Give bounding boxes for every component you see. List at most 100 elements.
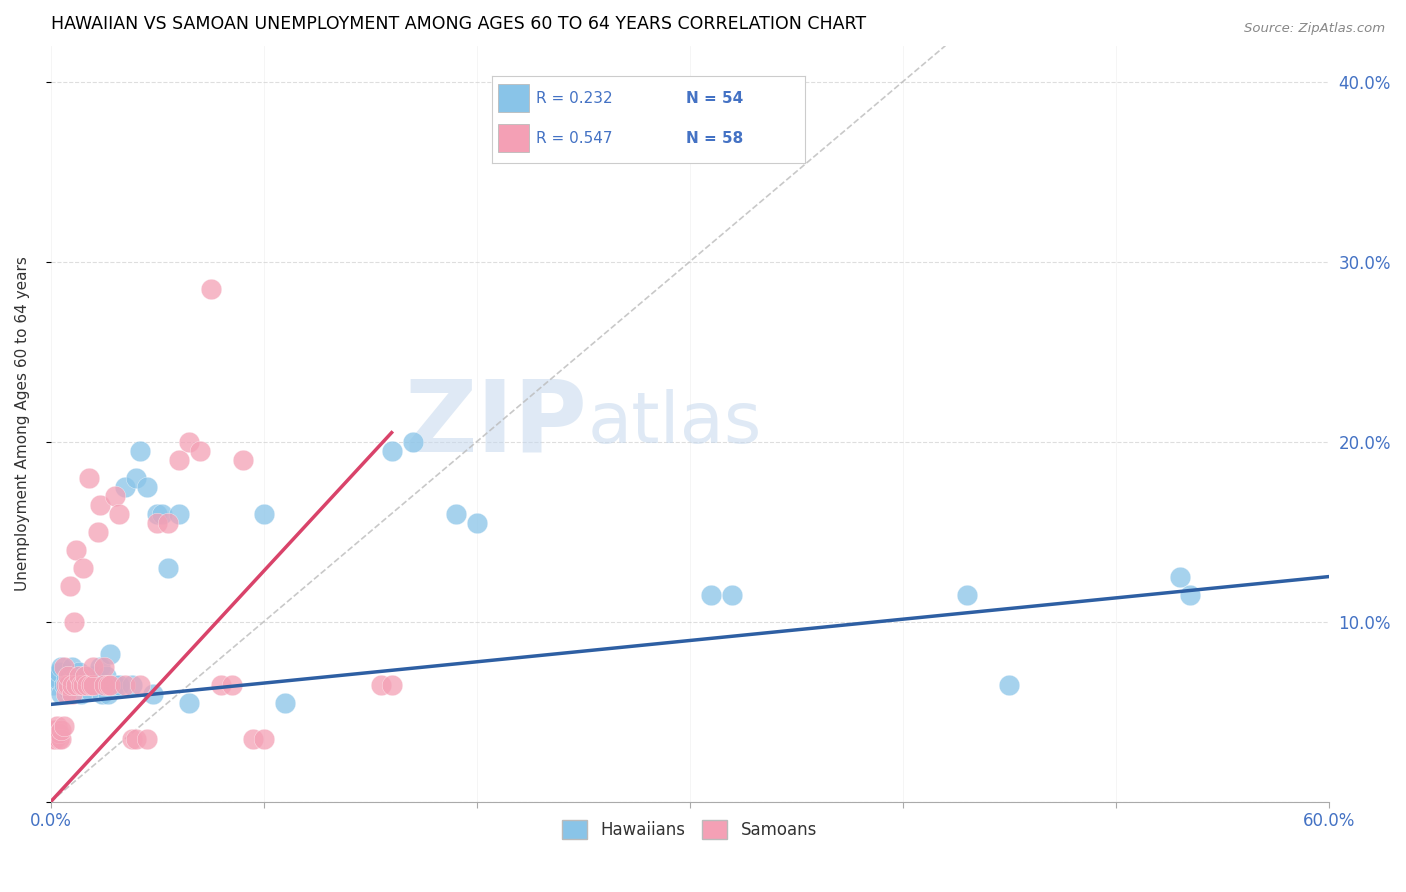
Point [381,443,404,458]
Point [253,731,276,746]
Point [82,677,104,691]
Point [125,731,148,746]
Text: Source: ZipAtlas.com: Source: ZipAtlas.com [1244,22,1385,36]
Point [72,560,94,574]
Legend: Hawaiians, Samoans: Hawaiians, Samoans [555,814,824,847]
Point [48,726,70,740]
Point [48,731,70,746]
Point [76,677,98,691]
Point [55,672,77,686]
Point [69,687,91,701]
Point [84,677,107,691]
Point [114,677,136,691]
Point [80,672,103,686]
Point [253,507,276,521]
Text: atlas: atlas [588,389,762,458]
Point [1180,588,1202,602]
Point [114,480,136,494]
Text: ZIP: ZIP [405,376,588,472]
Point [402,434,425,449]
Text: HAWAIIAN VS SAMOAN UNEMPLOYMENT AMONG AGES 60 TO 64 YEARS CORRELATION CHART: HAWAIIAN VS SAMOAN UNEMPLOYMENT AMONG AG… [51,15,866,33]
Point [86,524,108,539]
Point [59,668,82,682]
Y-axis label: Unemployment Among Ages 60 to 64 years: Unemployment Among Ages 60 to 64 years [15,256,30,591]
Point [76,677,98,691]
Point [44,668,66,682]
Point [55,687,77,701]
Point [444,507,467,521]
Point [1168,569,1191,583]
Point [63,615,86,629]
Point [82,668,104,682]
Point [150,507,173,521]
Point [121,677,143,691]
Point [465,516,488,530]
Point [77,470,100,484]
Point [179,696,201,710]
Point [274,696,297,710]
Point [179,434,201,449]
Point [51,723,73,737]
Point [51,731,73,746]
Point [100,647,122,661]
Point [129,677,152,691]
Point [67,665,90,679]
Point [93,677,115,691]
Point [91,687,114,701]
Point [55,677,77,691]
Point [73,668,96,682]
Point [52,719,75,733]
Point [65,677,87,691]
Point [121,731,143,746]
Point [44,731,66,746]
Point [93,659,115,673]
Point [77,683,100,698]
Point [108,507,131,521]
Point [73,668,96,682]
Point [51,659,73,673]
Point [221,677,243,691]
Point [125,470,148,484]
Point [46,719,69,733]
Point [42,723,65,737]
Point [60,677,83,691]
Point [56,677,79,691]
Point [97,677,120,691]
Point [51,687,73,701]
Point [59,579,82,593]
Point [167,507,190,521]
Point [93,677,115,691]
Point [89,659,111,673]
Point [156,516,179,530]
Point [60,687,83,701]
Point [135,731,157,746]
Point [97,687,120,701]
Point [56,668,79,682]
Point [46,726,69,740]
Point [96,668,118,682]
Point [69,677,91,691]
Point [100,677,122,691]
Point [56,683,79,698]
Point [242,731,264,746]
Point [48,665,70,679]
Point [60,659,83,673]
Point [200,282,222,296]
Point [146,516,169,530]
Point [72,677,94,691]
Point [188,443,211,458]
Point [146,507,169,521]
Point [231,452,253,467]
Point [167,452,190,467]
Point [65,677,87,691]
Point [135,480,157,494]
Point [998,677,1021,691]
Point [52,677,75,691]
Point [104,677,127,691]
Point [63,672,86,686]
Point [67,668,90,682]
Point [381,677,404,691]
Point [156,560,179,574]
Point [65,542,87,557]
Point [108,677,131,691]
